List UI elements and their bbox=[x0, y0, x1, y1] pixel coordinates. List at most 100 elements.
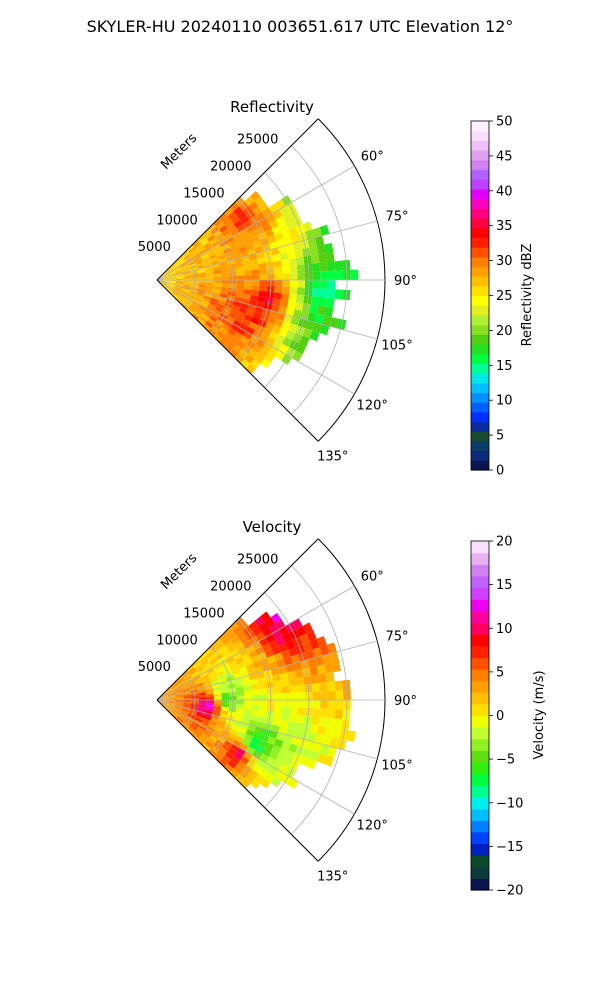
field-cell bbox=[274, 706, 283, 714]
field-cell bbox=[240, 215, 250, 225]
field-cell bbox=[213, 753, 222, 762]
field-cell bbox=[238, 727, 248, 735]
field-cell bbox=[182, 269, 191, 274]
field-cell bbox=[180, 712, 188, 718]
field-cell bbox=[250, 778, 261, 789]
field-cell bbox=[171, 291, 179, 297]
field-cell bbox=[309, 638, 320, 650]
field-cell bbox=[197, 286, 206, 291]
field-cell bbox=[236, 327, 246, 336]
field-cell bbox=[324, 726, 334, 738]
field-cell bbox=[212, 686, 221, 692]
field-cell bbox=[327, 700, 336, 710]
field-cell bbox=[220, 710, 229, 716]
field-cell bbox=[211, 294, 220, 300]
field-cell bbox=[204, 710, 213, 715]
field-cell bbox=[248, 769, 259, 779]
colorbar-tick-label: 45 bbox=[496, 149, 513, 164]
field-cell bbox=[229, 202, 239, 212]
field-cell bbox=[198, 724, 207, 732]
field-cell bbox=[259, 280, 268, 286]
field-cell bbox=[207, 670, 217, 677]
azimuth-spoke bbox=[156, 279, 378, 340]
field-cell bbox=[249, 294, 259, 302]
field-cell bbox=[285, 219, 296, 230]
field-cell bbox=[289, 265, 298, 274]
field-cell bbox=[257, 296, 266, 303]
field-cell bbox=[207, 250, 217, 257]
reflectivity-range-axis-label: Meters bbox=[158, 131, 200, 173]
field-cell bbox=[203, 682, 213, 688]
field-cell bbox=[280, 259, 290, 267]
field-cell bbox=[212, 291, 221, 297]
field-cell bbox=[232, 232, 242, 241]
field-cell bbox=[229, 348, 239, 358]
field-cell bbox=[314, 733, 325, 745]
field-cell bbox=[240, 778, 251, 789]
field-cell bbox=[236, 747, 246, 756]
colorbar-segment bbox=[471, 692, 489, 705]
colorbar-segment bbox=[471, 843, 489, 856]
field-cell bbox=[192, 673, 200, 680]
field-cell bbox=[217, 719, 226, 726]
field-cell bbox=[268, 219, 279, 229]
field-cell bbox=[295, 294, 305, 304]
field-cell bbox=[229, 308, 239, 316]
field-cell bbox=[282, 693, 290, 700]
field-cell bbox=[227, 631, 237, 641]
field-cell bbox=[205, 271, 214, 275]
field-cell bbox=[233, 219, 244, 229]
field-cell bbox=[221, 276, 230, 280]
field-cell bbox=[316, 305, 326, 316]
field-cell bbox=[250, 683, 260, 691]
field-cell bbox=[192, 300, 200, 307]
field-cell bbox=[319, 644, 330, 656]
field-cell bbox=[183, 692, 191, 696]
field-cell bbox=[243, 639, 253, 649]
reflectivity-azimuth-labels: 60° 75° 90° 105° 120° 135° bbox=[317, 150, 417, 465]
field-cell bbox=[236, 690, 245, 696]
field-cell bbox=[251, 274, 260, 280]
colorbar-segment bbox=[471, 121, 489, 132]
field-cell bbox=[219, 746, 228, 756]
velocity-grid bbox=[156, 538, 386, 862]
field-cell bbox=[327, 270, 336, 280]
field-cell bbox=[177, 295, 185, 302]
field-cell bbox=[176, 677, 184, 684]
field-cell bbox=[285, 663, 295, 673]
field-cell bbox=[190, 250, 199, 258]
field-cell bbox=[199, 302, 208, 309]
field-cell bbox=[269, 730, 279, 739]
azimuth-spoke bbox=[156, 640, 378, 701]
field-cell bbox=[264, 352, 275, 363]
field-cell bbox=[242, 713, 251, 720]
colorbar-segment bbox=[471, 159, 489, 171]
reflectivity-title: Reflectivity bbox=[230, 98, 314, 116]
field-cell bbox=[260, 778, 271, 789]
colorbar-segment bbox=[471, 703, 489, 717]
field-cell bbox=[230, 755, 241, 765]
field-cell bbox=[210, 297, 219, 304]
range-tick-label: 5000 bbox=[138, 660, 171, 675]
field-cell bbox=[171, 291, 178, 298]
field-cell bbox=[278, 642, 289, 653]
field-cell bbox=[259, 694, 268, 700]
field-cell bbox=[239, 323, 249, 332]
field-cell bbox=[202, 676, 211, 683]
field-cell bbox=[282, 212, 293, 223]
field-cell bbox=[186, 307, 194, 315]
field-cell bbox=[213, 269, 222, 275]
field-cell bbox=[199, 671, 208, 678]
field-cell bbox=[233, 639, 244, 649]
field-cell bbox=[329, 317, 340, 329]
field-cell bbox=[212, 663, 222, 671]
field-cell bbox=[257, 716, 266, 723]
field-cell bbox=[241, 738, 251, 747]
colorbar-tick-label: 0 bbox=[496, 464, 504, 479]
velocity-panel: Velocity 60° 75° 90° 105° 120° 135° 5000 10000… bbox=[138, 518, 547, 899]
field-cell bbox=[165, 268, 173, 274]
field-cell bbox=[199, 236, 208, 245]
field-cell bbox=[174, 690, 183, 695]
field-cell bbox=[270, 612, 282, 624]
field-cell bbox=[274, 318, 284, 328]
